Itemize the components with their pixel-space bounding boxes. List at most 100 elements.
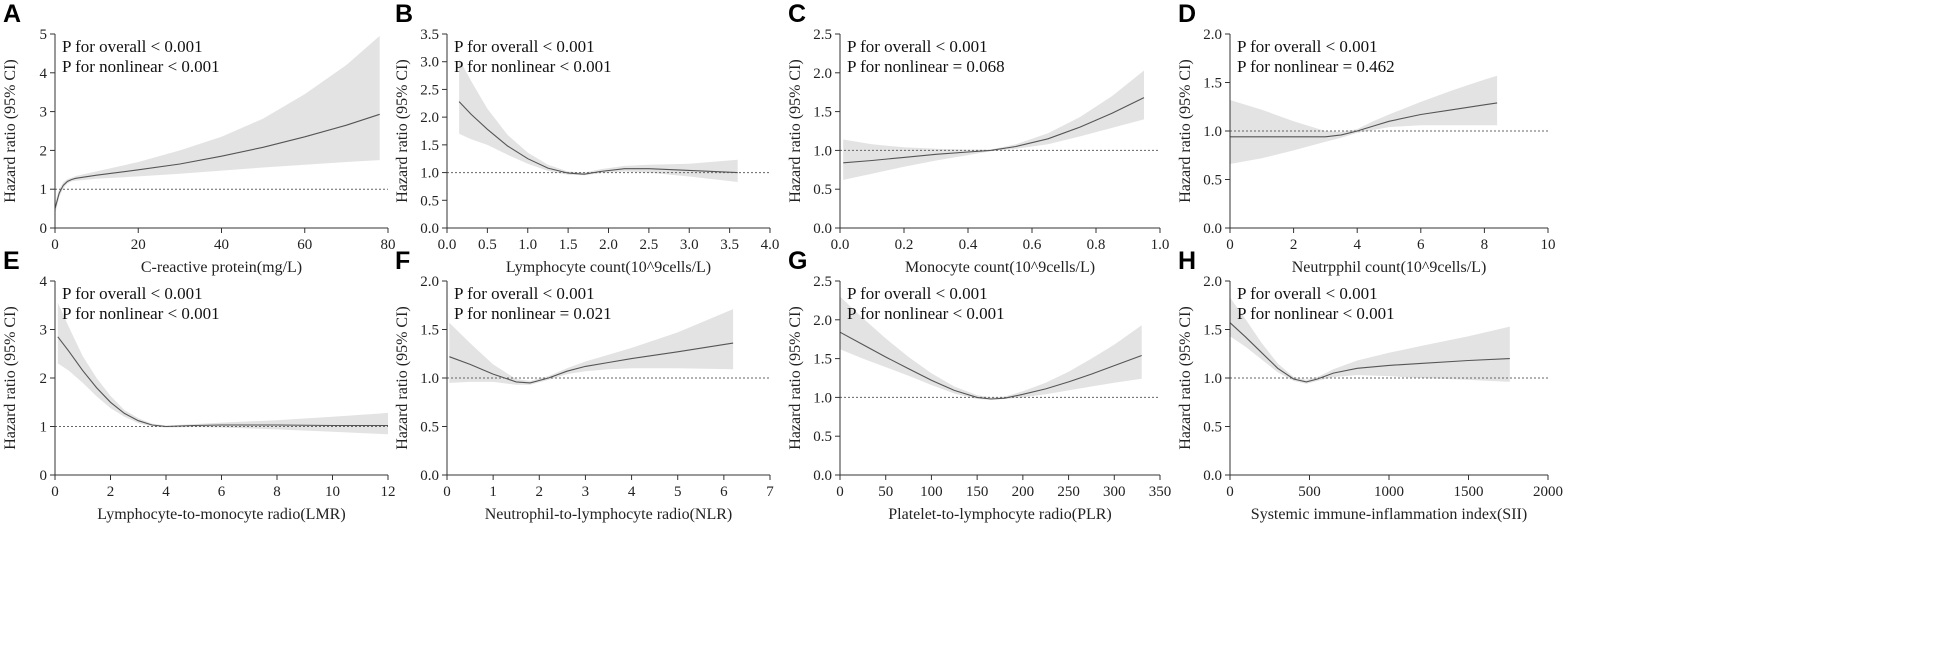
y-tick-label: 0	[40, 468, 48, 484]
confidence-band	[459, 58, 738, 182]
x-tick-label: 1.0	[518, 237, 537, 253]
y-tick-label: 2.0	[813, 313, 832, 329]
x-axis-title: Lymphocyte count(10^9cells/L)	[506, 259, 711, 276]
x-tick-label: 12	[381, 484, 396, 500]
panel-f: F 0 1 2 3 4 5 6 7 0.0 0.5 1.0 1.5 2.0 Neutrophil-to-ly…	[394, 247, 774, 523]
confidence-band	[57, 302, 389, 435]
panel-letter: H	[1178, 247, 1196, 275]
panel-b: B 0.0 0.5 1.0 1.5 2.0 2.5 3.0 3.5 4.0 0.0 0.5 1.0 1.5…	[394, 0, 779, 276]
x-tick-label: 0	[1226, 484, 1234, 500]
x-axis-title: Platelet-to-lymphocyte radio(PLR)	[888, 506, 1112, 523]
y-tick-label: 0.0	[1203, 221, 1222, 237]
y-tick-label: 1	[40, 182, 48, 198]
panel-letter: E	[3, 247, 20, 275]
y-tick-label: 1.0	[813, 143, 832, 159]
y-axis-title: Hazard ratio (95% CI)	[787, 306, 804, 450]
hazard-ratio-line	[843, 97, 1145, 164]
x-tick-label: 3.0	[680, 237, 699, 253]
panel-d: D 0 2 4 6 8 10 0.0 0.5 1.0 1.5 2.0 Neutrpphil count(…	[1177, 0, 1556, 276]
y-tick-label: 1.0	[1203, 371, 1222, 387]
y-tick-label: 1.5	[813, 105, 832, 121]
x-tick-label: 1000	[1374, 484, 1404, 500]
panel-letter: G	[788, 247, 807, 275]
y-tick-label: 1.5	[1203, 76, 1222, 92]
y-tick-label: 1.0	[813, 390, 832, 406]
y-tick-label: 0	[40, 221, 48, 237]
x-tick-label: 2.0	[599, 237, 618, 253]
y-tick-label: 2.0	[420, 274, 439, 290]
x-tick-label: 2000	[1533, 484, 1563, 500]
y-axis-title: Hazard ratio (95% CI)	[2, 306, 19, 450]
x-tick-label: 0.4	[959, 237, 978, 253]
y-tick-label: 1.5	[1203, 323, 1222, 339]
x-tick-label: 300	[1103, 484, 1126, 500]
p-nonlinear-annotation: P for nonlinear < 0.001	[454, 57, 612, 76]
x-tick-label: 40	[214, 237, 229, 253]
hazard-ratio-line	[1230, 102, 1498, 138]
p-nonlinear-annotation: P for nonlinear = 0.068	[847, 57, 1005, 76]
x-tick-label: 0.2	[895, 237, 914, 253]
y-tick-label: 1.0	[420, 371, 439, 387]
y-tick-label: 3	[40, 323, 48, 339]
y-tick-label: 2.0	[813, 66, 832, 82]
x-tick-label: 250	[1057, 484, 1080, 500]
x-tick-label: 4	[628, 484, 636, 500]
panel-a: A 0 20 40 60 80 0 1 2 3 4 5 C-reactive protein(mg/L)…	[2, 0, 396, 276]
p-overall-annotation: P for overall < 0.001	[454, 37, 595, 56]
y-tick-label: 4	[40, 274, 48, 290]
x-tick-label: 8	[273, 484, 281, 500]
x-tick-label: 1	[489, 484, 497, 500]
y-axis-title: Hazard ratio (95% CI)	[2, 59, 19, 203]
y-tick-label: 0.0	[813, 468, 832, 484]
confidence-band	[449, 309, 734, 385]
p-nonlinear-annotation: P for nonlinear < 0.001	[62, 304, 220, 323]
x-tick-label: 0	[51, 484, 59, 500]
hazard-ratio-line	[54, 113, 380, 209]
p-overall-annotation: P for overall < 0.001	[62, 37, 203, 56]
p-nonlinear-annotation: P for nonlinear = 0.021	[454, 304, 612, 323]
x-tick-label: 0	[836, 484, 844, 500]
confidence-band	[1230, 75, 1498, 164]
y-tick-label: 0.0	[420, 221, 439, 237]
x-tick-label: 0	[1226, 237, 1234, 253]
p-nonlinear-annotation: P for nonlinear < 0.001	[1237, 304, 1395, 323]
hazard-ratio-line	[458, 101, 738, 175]
x-tick-label: 2	[536, 484, 544, 500]
x-tick-label: 6	[1417, 237, 1425, 253]
p-overall-annotation: P for overall < 0.001	[1237, 284, 1378, 303]
x-tick-label: 20	[131, 237, 146, 253]
x-tick-label: 350	[1149, 484, 1172, 500]
confidence-band	[843, 70, 1144, 180]
x-tick-label: 150	[966, 484, 989, 500]
hazard-ratio-line	[1229, 322, 1510, 383]
y-axis-title: Hazard ratio (95% CI)	[1177, 306, 1194, 450]
y-tick-label: 0.5	[420, 420, 439, 436]
x-tick-label: 0.0	[831, 237, 850, 253]
y-tick-label: 2	[40, 371, 48, 387]
p-nonlinear-annotation: P for nonlinear < 0.001	[62, 57, 220, 76]
y-axis-title: Hazard ratio (95% CI)	[1177, 59, 1194, 203]
panel-letter: D	[1178, 0, 1196, 28]
y-tick-label: 2.5	[420, 82, 439, 98]
y-tick-label: 0.5	[813, 182, 832, 198]
y-tick-label: 0.0	[1203, 468, 1222, 484]
y-tick-label: 1.5	[420, 138, 439, 154]
y-tick-label: 5	[40, 27, 48, 43]
p-overall-annotation: P for overall < 0.001	[1237, 37, 1378, 56]
panel-c: C 0.0 0.2 0.4 0.6 0.8 1.0 0.0 0.5 1.0 1.5 2.0 2.5 Mon…	[787, 0, 1169, 276]
x-tick-label: 5	[674, 484, 682, 500]
x-tick-label: 500	[1298, 484, 1321, 500]
x-tick-label: 0	[443, 484, 451, 500]
y-tick-label: 0.0	[420, 468, 439, 484]
x-axis-title: Monocyte count(10^9cells/L)	[905, 259, 1095, 276]
hazard-ratio-line	[57, 336, 388, 428]
y-tick-label: 4	[40, 66, 48, 82]
x-tick-label: 2	[1290, 237, 1298, 253]
panel-letter: B	[395, 0, 413, 28]
x-tick-label: 2.5	[640, 237, 659, 253]
x-tick-label: 4	[1353, 237, 1361, 253]
x-tick-label: 80	[381, 237, 396, 253]
x-axis-title: Neutrpphil count(10^9cells/L)	[1292, 259, 1487, 276]
